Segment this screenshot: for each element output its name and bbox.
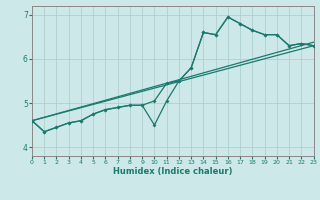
X-axis label: Humidex (Indice chaleur): Humidex (Indice chaleur) <box>113 167 233 176</box>
